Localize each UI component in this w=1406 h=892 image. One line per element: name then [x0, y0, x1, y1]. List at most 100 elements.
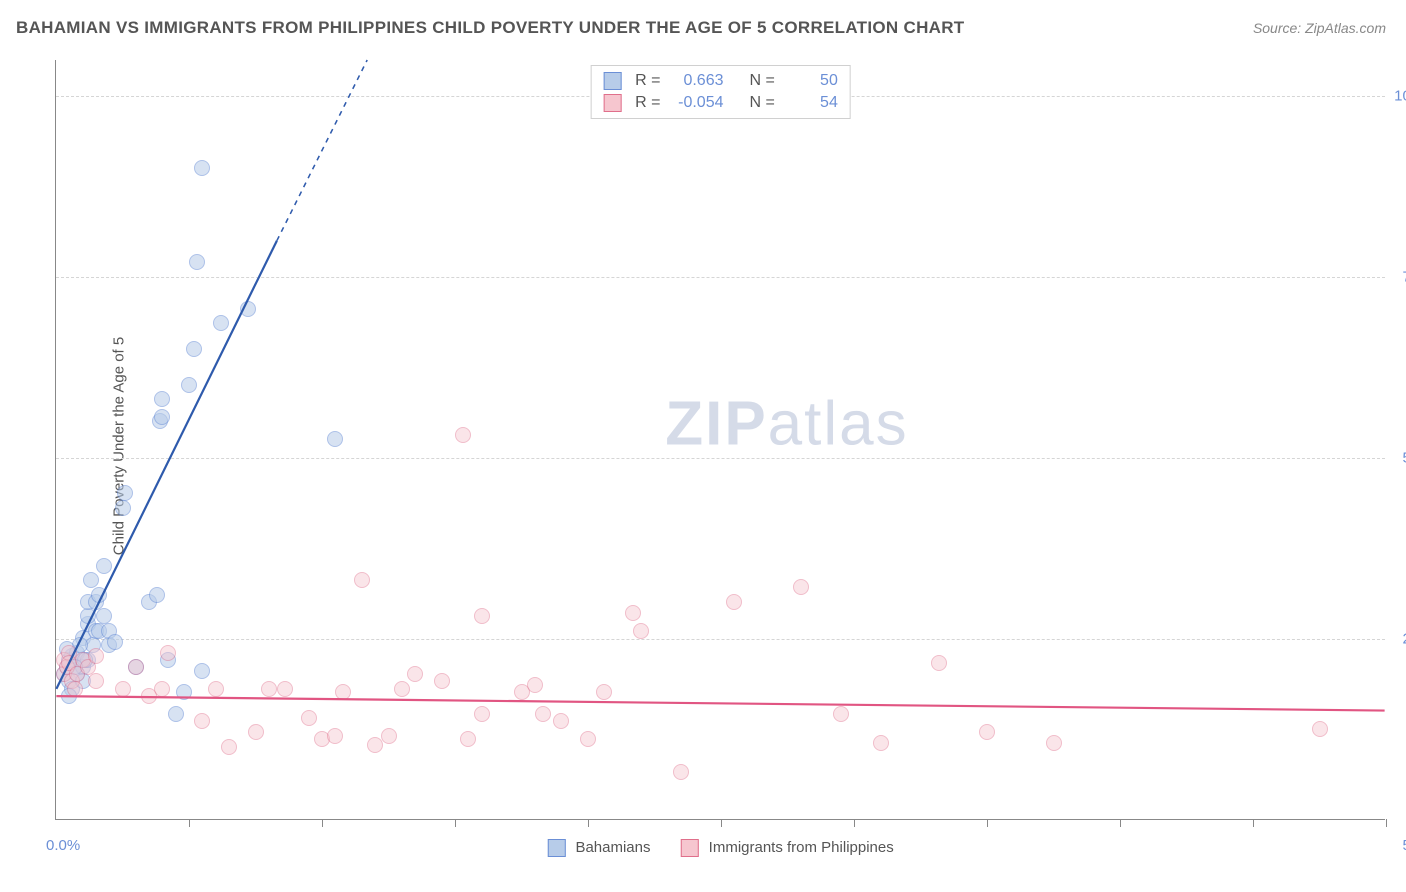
scatter-point — [149, 587, 165, 603]
x-tick — [854, 819, 855, 827]
scatter-point — [168, 706, 184, 722]
scatter-point — [527, 677, 543, 693]
n-value-bahamians: 50 — [783, 72, 838, 90]
y-tick-label: 25.0% — [1402, 631, 1406, 648]
scatter-point — [240, 301, 256, 317]
scatter-point — [261, 681, 277, 697]
scatter-point — [176, 684, 192, 700]
scatter-point — [535, 706, 551, 722]
scatter-point — [833, 706, 849, 722]
scatter-point — [186, 341, 202, 357]
scatter-point — [83, 572, 99, 588]
scatter-point — [128, 659, 144, 675]
watermark-zip: ZIP — [665, 390, 767, 459]
scatter-point — [474, 706, 490, 722]
scatter-point — [67, 681, 83, 697]
scatter-point — [474, 608, 490, 624]
scatter-point — [1312, 721, 1328, 737]
swatch-philippines — [680, 839, 698, 857]
scatter-point — [394, 681, 410, 697]
r-value-bahamians: 0.663 — [669, 72, 724, 90]
plot-area: 25.0%50.0%75.0%100.0% ZIPatlas R = 0.663… — [55, 60, 1385, 820]
x-tick — [1253, 819, 1254, 827]
r-value-philippines: -0.054 — [669, 94, 724, 112]
series-legend: Bahamians Immigrants from Philippines — [547, 839, 893, 857]
x-tick — [189, 819, 190, 827]
scatter-point — [633, 623, 649, 639]
n-value-philippines: 54 — [783, 94, 838, 112]
scatter-point — [154, 391, 170, 407]
scatter-point — [580, 731, 596, 747]
scatter-point — [208, 681, 224, 697]
scatter-point — [91, 587, 107, 603]
r-label: R = — [635, 72, 660, 90]
scatter-point — [625, 605, 641, 621]
legend-label-bahamians: Bahamians — [575, 839, 650, 856]
scatter-point — [381, 728, 397, 744]
scatter-point — [979, 724, 995, 740]
scatter-point — [931, 655, 947, 671]
watermark-atlas: atlas — [768, 390, 909, 459]
scatter-point — [354, 572, 370, 588]
gridline — [56, 639, 1385, 640]
gridline — [56, 277, 1385, 278]
swatch-bahamians — [603, 72, 621, 90]
scatter-point — [1046, 735, 1062, 751]
scatter-point — [277, 681, 293, 697]
scatter-point — [194, 160, 210, 176]
scatter-point — [189, 254, 205, 270]
scatter-point — [115, 500, 131, 516]
x-tick — [1386, 819, 1387, 827]
scatter-point — [460, 731, 476, 747]
x-origin-label: 0.0% — [46, 837, 80, 854]
scatter-point — [793, 579, 809, 595]
scatter-point — [117, 485, 133, 501]
x-tick — [987, 819, 988, 827]
scatter-point — [194, 713, 210, 729]
correlation-legend: R = 0.663 N = 50 R = -0.054 N = 54 — [590, 65, 851, 119]
x-tick — [588, 819, 589, 827]
scatter-point — [596, 684, 612, 700]
scatter-point — [327, 728, 343, 744]
scatter-point — [335, 684, 351, 700]
scatter-point — [726, 594, 742, 610]
scatter-point — [194, 663, 210, 679]
r-label: R = — [635, 94, 660, 112]
y-tick-label: 50.0% — [1402, 450, 1406, 467]
legend-row-philippines: R = -0.054 N = 54 — [603, 92, 838, 114]
scatter-point — [455, 427, 471, 443]
scatter-point — [160, 645, 176, 661]
source-attribution: Source: ZipAtlas.com — [1253, 20, 1386, 36]
scatter-point — [553, 713, 569, 729]
scatter-point — [181, 377, 197, 393]
scatter-point — [88, 648, 104, 664]
legend-item-philippines: Immigrants from Philippines — [680, 839, 893, 857]
swatch-bahamians — [547, 839, 565, 857]
scatter-point — [96, 558, 112, 574]
scatter-point — [154, 681, 170, 697]
n-label: N = — [750, 72, 775, 90]
scatter-point — [248, 724, 264, 740]
y-tick-label: 75.0% — [1402, 269, 1406, 286]
n-label: N = — [750, 94, 775, 112]
scatter-point — [221, 739, 237, 755]
scatter-point — [673, 764, 689, 780]
x-tick — [322, 819, 323, 827]
watermark: ZIPatlas — [665, 389, 908, 460]
scatter-point — [213, 315, 229, 331]
scatter-point — [115, 681, 131, 697]
x-tick — [1120, 819, 1121, 827]
chart-title: BAHAMIAN VS IMMIGRANTS FROM PHILIPPINES … — [16, 18, 965, 38]
x-max-label: 50.0% — [1402, 837, 1406, 854]
scatter-point — [407, 666, 423, 682]
scatter-point — [107, 634, 123, 650]
legend-row-bahamians: R = 0.663 N = 50 — [603, 70, 838, 92]
y-tick-label: 100.0% — [1394, 88, 1406, 105]
scatter-point — [434, 673, 450, 689]
scatter-point — [873, 735, 889, 751]
swatch-philippines — [603, 94, 621, 112]
legend-item-bahamians: Bahamians — [547, 839, 650, 857]
scatter-point — [154, 409, 170, 425]
scatter-point — [327, 431, 343, 447]
x-tick — [721, 819, 722, 827]
